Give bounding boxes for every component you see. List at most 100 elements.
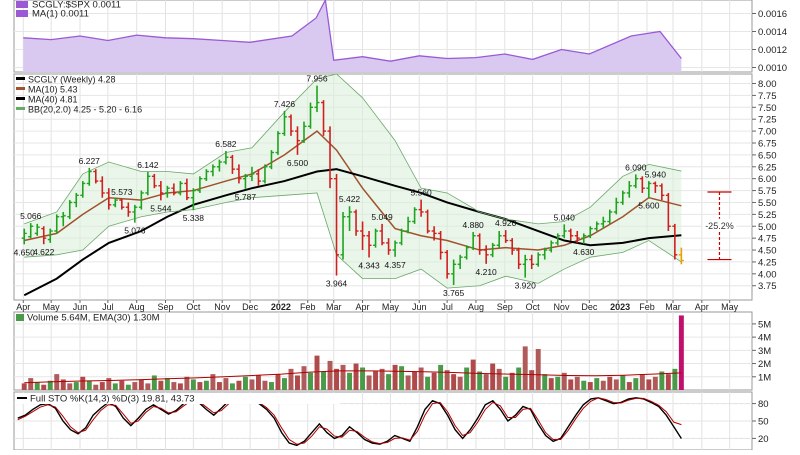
x-tick-label: Dec bbox=[242, 302, 259, 312]
volume-bar bbox=[34, 382, 40, 390]
price-annotation: 5.544 bbox=[150, 203, 172, 213]
x-tick-label: Sep bbox=[497, 302, 513, 312]
volume-bar bbox=[503, 376, 509, 390]
stochastic-legend-label: Full STO %K(14,3) %D(3) 19.81, 43.73 bbox=[30, 394, 195, 405]
y-tick-label: 2M bbox=[758, 359, 771, 370]
price-annotation: 4.210 bbox=[476, 267, 498, 277]
ohlc-bar bbox=[542, 247, 548, 260]
x-tick-label: Feb bbox=[300, 302, 316, 312]
ohlc-bar bbox=[34, 223, 40, 236]
x-tick-label: Oct bbox=[186, 302, 201, 312]
x-tick-label: 2022 bbox=[271, 302, 291, 312]
ohlc-bar bbox=[535, 252, 541, 267]
price-annotation: 7.956 bbox=[306, 74, 328, 84]
volume-bar bbox=[386, 374, 392, 390]
y-tick-label: 3.75 bbox=[758, 281, 777, 292]
volume-bar bbox=[392, 364, 398, 390]
ohlc-bar bbox=[347, 206, 353, 232]
volume-bar bbox=[216, 382, 222, 390]
volume-bar bbox=[477, 371, 483, 390]
ohlc-bar bbox=[184, 178, 190, 201]
volume-bar bbox=[529, 370, 535, 390]
ohlc-bar bbox=[425, 209, 431, 234]
ohlc-bar bbox=[177, 181, 183, 196]
y-tick-label: 4.00 bbox=[758, 269, 777, 280]
price-legend-label: BB(20,2.0) 4.25 - 5.20 - 6.16 bbox=[28, 105, 142, 115]
ohlc-bar bbox=[607, 209, 613, 224]
volume-bar bbox=[73, 382, 79, 390]
volume-bar bbox=[67, 383, 73, 390]
ohlc-bar bbox=[210, 164, 216, 177]
volume-bar bbox=[327, 360, 333, 390]
volume-bar bbox=[587, 382, 593, 390]
ohlc-bar bbox=[158, 181, 164, 201]
volume-bar bbox=[308, 372, 313, 390]
ohlc-bar bbox=[626, 181, 632, 198]
ohlc-bar bbox=[509, 238, 515, 255]
ohlc-bar bbox=[106, 188, 112, 210]
volume-bar bbox=[451, 374, 457, 390]
price-annotation: 5.338 bbox=[183, 213, 205, 223]
y-tick-label: 4.25 bbox=[758, 257, 777, 268]
price-annotation: 5.787 bbox=[235, 192, 257, 202]
volume-bar bbox=[464, 367, 470, 390]
ohlc-bar bbox=[112, 197, 118, 208]
ohlc-bar bbox=[516, 247, 522, 270]
ohlc-bar bbox=[80, 181, 86, 198]
x-tick-label: Oct bbox=[526, 302, 541, 312]
y-tick-label: 4M bbox=[758, 333, 771, 344]
ohlc-bar bbox=[373, 228, 379, 248]
price-annotation: 5.573 bbox=[111, 187, 133, 197]
y-tick-label: 4.75 bbox=[758, 234, 777, 245]
y-tick-label: 7.50 bbox=[758, 103, 777, 114]
volume-bar bbox=[190, 379, 196, 390]
volume-bar bbox=[574, 376, 580, 390]
ohlc-bar bbox=[646, 181, 652, 198]
price-annotation: 6.142 bbox=[137, 160, 159, 170]
ratio-ma-legend-swatch bbox=[16, 10, 28, 17]
x-tick-label: Aug bbox=[129, 302, 145, 312]
volume-bar bbox=[132, 382, 138, 390]
volume-bar bbox=[138, 379, 144, 390]
volume-bar bbox=[490, 363, 496, 390]
ohlc-bar bbox=[600, 216, 606, 229]
volume-bar bbox=[548, 378, 554, 390]
ohlc-bar bbox=[288, 114, 294, 136]
ohlc-bar bbox=[340, 211, 346, 260]
volume-bar bbox=[639, 374, 645, 390]
y-tick-label: 80 bbox=[758, 399, 769, 410]
volume-bar bbox=[164, 378, 170, 390]
volume-bar bbox=[177, 383, 183, 390]
y-tick-label: 6.50 bbox=[758, 150, 777, 161]
ohlc-bar bbox=[93, 169, 99, 184]
ohlc-bar bbox=[229, 154, 235, 174]
volume-bar bbox=[373, 371, 379, 390]
ohlc-bar bbox=[242, 173, 248, 189]
ohlc-bar bbox=[581, 233, 587, 244]
ohlc-bar bbox=[360, 221, 366, 251]
ratio-ma-legend-label: MA(1) 0.0011 bbox=[32, 9, 89, 20]
y-tick-label: 0.0014 bbox=[758, 27, 787, 38]
volume-bar bbox=[119, 380, 125, 390]
ohlc-bar bbox=[490, 242, 496, 258]
ma-10-line bbox=[24, 130, 682, 251]
ohlc-bar bbox=[60, 211, 66, 227]
x-tick-label: Dec bbox=[581, 302, 598, 312]
y-tick-label: 0.0016 bbox=[758, 9, 787, 20]
ohlc-bar bbox=[379, 223, 385, 246]
ohlc-bar bbox=[249, 166, 255, 182]
ohlc-bar bbox=[399, 228, 405, 246]
ratio-line bbox=[23, 0, 682, 62]
ohlc-bar bbox=[255, 169, 261, 186]
y-tick-label: 50 bbox=[758, 417, 769, 428]
ohlc-bar bbox=[203, 169, 209, 182]
price-annotation: 5.076 bbox=[124, 226, 146, 236]
stochastic-legend-bg bbox=[15, 393, 340, 404]
volume-bar bbox=[80, 376, 86, 390]
ohlc-bar bbox=[73, 192, 79, 208]
ohlc-bar bbox=[477, 233, 483, 255]
ratio-legend-label: SCGLY:$SPX 0.0011 bbox=[32, 0, 121, 11]
ohlc-bar bbox=[216, 159, 222, 172]
ohlc-bar bbox=[555, 233, 561, 246]
price-legend-swatch bbox=[16, 77, 25, 80]
